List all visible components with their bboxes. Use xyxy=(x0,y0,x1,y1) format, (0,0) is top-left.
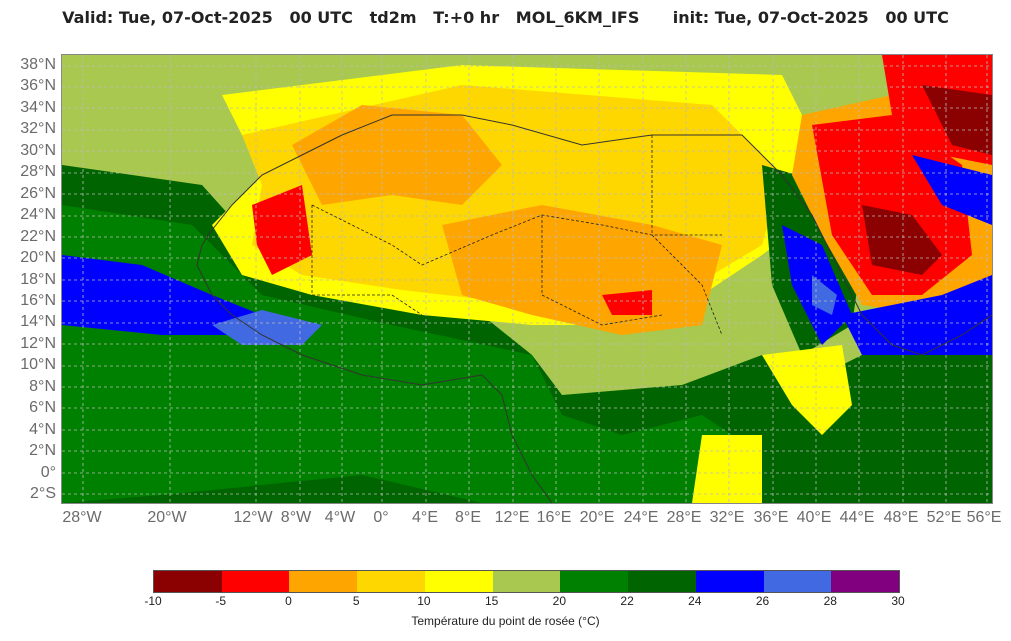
colorbar-swatch xyxy=(424,571,493,592)
green-region xyxy=(62,205,762,503)
colorbar-swatch xyxy=(221,571,290,592)
colorbar-swatch xyxy=(492,571,561,592)
blue-region-atlantic xyxy=(62,255,262,335)
colorbar-tick-label: 26 xyxy=(755,594,770,608)
colorbar-swatch xyxy=(154,571,222,592)
lat-label: 38°N xyxy=(20,56,56,73)
lat-label: 6°N xyxy=(29,399,56,417)
lon-label: 20°E xyxy=(579,509,615,526)
lon-label: 0° xyxy=(373,509,389,526)
arabia-darkred xyxy=(862,205,942,275)
lat-label: 20°N xyxy=(20,249,56,267)
lon-label: 4°E xyxy=(412,509,438,526)
colorbar-swatch xyxy=(628,571,696,592)
lon-label: 52°E xyxy=(926,509,962,526)
lightblue-region-atlantic xyxy=(212,310,322,345)
colorbar-tick-label: -5 xyxy=(215,594,227,608)
lat-label: 2°S xyxy=(30,485,56,502)
lat-label: 18°N xyxy=(20,270,56,288)
lon-label: 16°E xyxy=(536,509,572,526)
lon-label: 24°E xyxy=(623,509,659,526)
red-region-chad xyxy=(602,290,652,315)
lat-label: 24°N xyxy=(20,206,56,224)
colorbar-swatch xyxy=(695,571,764,592)
redsea-lightblue xyxy=(812,275,837,315)
gulf-blue xyxy=(912,155,992,225)
colorbar-swatch xyxy=(289,571,358,592)
lon-label: 36°E xyxy=(753,509,789,526)
lon-label: 12°W xyxy=(233,509,273,526)
coastlines xyxy=(196,114,992,503)
ethiopia-yellow xyxy=(762,345,852,435)
colorbar-tick-label: 10 xyxy=(417,594,431,608)
colorbar-tick-label: 22 xyxy=(620,594,634,608)
red-region-mauritania xyxy=(252,185,312,275)
dewpoint-map[interactable] xyxy=(61,54,993,504)
colorbar-swatch xyxy=(831,571,900,592)
colorbar-tick-label: 30 xyxy=(891,594,905,608)
eastafrica-yellow xyxy=(692,435,762,503)
lon-label: 56°E xyxy=(966,509,1002,526)
iran-darkred xyxy=(922,85,992,155)
colorbar-swatch xyxy=(357,571,425,592)
lon-label: 8°W xyxy=(280,509,312,526)
lat-label: 16°N xyxy=(20,291,56,309)
colorbar xyxy=(153,570,900,593)
lon-label: 32°E xyxy=(709,509,745,526)
colorbar-swatch xyxy=(763,571,832,592)
lat-label: 12°N xyxy=(20,334,56,352)
colorbar-tick-label: -10 xyxy=(144,594,162,608)
lon-label: 40°E xyxy=(796,509,832,526)
gulf-aden-blue xyxy=(842,275,992,355)
lon-label: 28°W xyxy=(62,509,102,526)
colorbar-swatch xyxy=(560,571,629,592)
lat-label: 34°N xyxy=(20,98,56,116)
lat-label: 8°N xyxy=(29,377,56,395)
lat-label: 30°N xyxy=(20,141,56,159)
map-canvas xyxy=(62,55,992,503)
lat-label: 26°N xyxy=(20,184,56,202)
lat-label: 10°N xyxy=(20,356,56,374)
lat-label: 22°N xyxy=(20,227,56,245)
borders xyxy=(311,135,723,336)
colorbar-tick-label: 24 xyxy=(688,594,702,608)
lat-label: 36°N xyxy=(20,77,56,95)
colorbar-tick-label: 15 xyxy=(484,594,499,608)
lat-label: 0° xyxy=(40,463,56,481)
lon-label: 8°E xyxy=(455,509,481,526)
lat-label: 28°N xyxy=(20,163,56,181)
colorbar-tick-label: 20 xyxy=(552,594,567,608)
colorbar-tick-label: 0 xyxy=(285,594,292,608)
lon-label: 28°E xyxy=(666,509,702,526)
map-title: Valid: Tue, 07-Oct-2025 00 UTC td2m T:+0… xyxy=(62,8,949,27)
lon-label: 4°W xyxy=(324,509,356,526)
lon-label: 20°W xyxy=(147,509,187,526)
lon-label: 48°E xyxy=(883,509,919,526)
lat-label: 32°N xyxy=(20,120,56,138)
lat-label: 14°N xyxy=(20,313,56,331)
lon-label: 12°E xyxy=(494,509,530,526)
colorbar-tick-label: 28 xyxy=(823,594,837,608)
graticule xyxy=(62,55,992,503)
colorbar-tick-label: 5 xyxy=(352,594,360,608)
colorbar-title: Température du point de rosée (°C) xyxy=(411,614,600,628)
lat-label: 4°N xyxy=(29,420,56,438)
lon-label: 44°E xyxy=(839,509,875,526)
lat-label: 2°N xyxy=(29,442,56,460)
